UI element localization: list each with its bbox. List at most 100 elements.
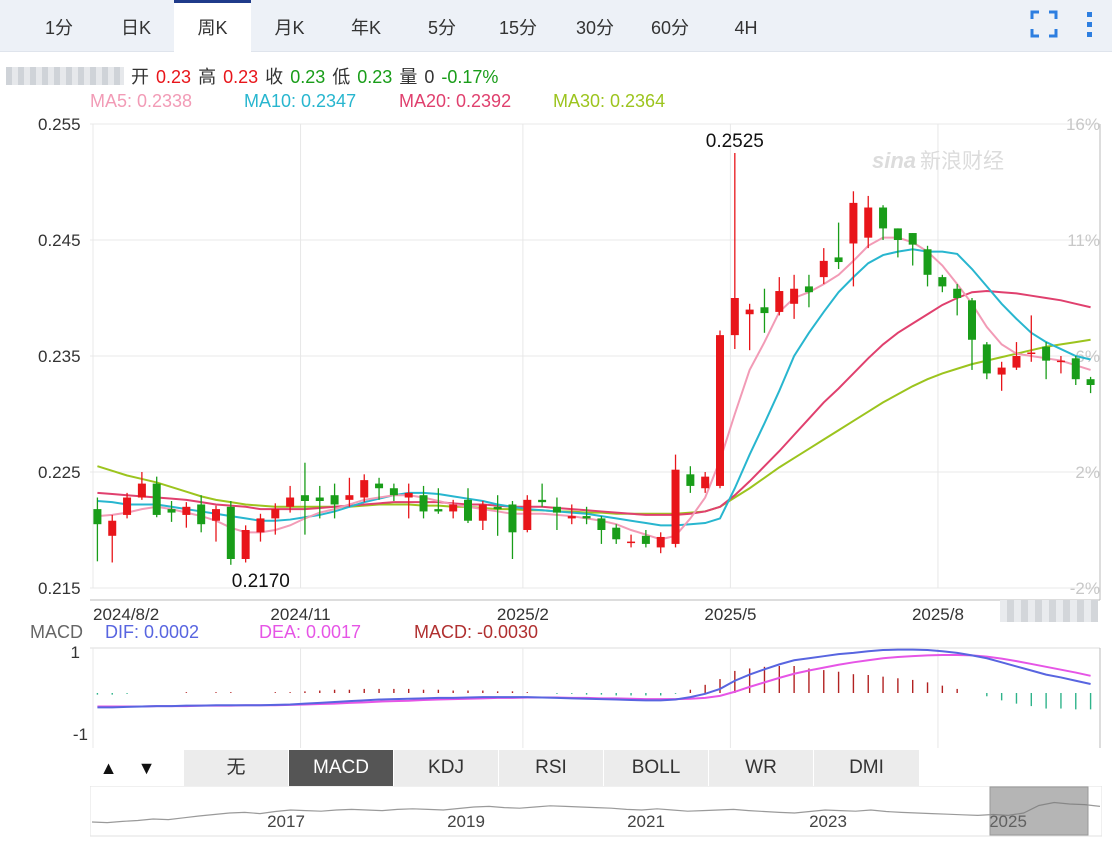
period-tab-bar: 1分 日K 周K 月K 年K 5分 15分 30分 60分 4H <box>0 0 1112 53</box>
tab-weekly-k[interactable]: 周K <box>174 0 251 53</box>
blur-cell <box>1056 600 1063 622</box>
candle-body <box>582 516 591 519</box>
watermark-text: 新浪财经 <box>920 150 1004 173</box>
tab-daily-k[interactable]: 日K <box>120 18 151 38</box>
y-tick-label: 0.255 <box>38 115 81 134</box>
indicator-none[interactable]: 无 <box>184 750 289 786</box>
macd-y-tick: -1 <box>73 725 88 744</box>
macd-value-legend: MACD: -0.0030 <box>414 622 539 642</box>
candle-body <box>1086 379 1095 385</box>
candle-body <box>968 300 976 340</box>
ma5-legend: MA5: 0.2338 <box>90 91 193 111</box>
candle-body <box>315 497 324 501</box>
y-tick-label: 0.215 <box>38 579 81 598</box>
more-vertical-icon[interactable] <box>1074 8 1106 40</box>
tab-30min[interactable]: 30分 <box>575 18 615 38</box>
indicator-rsi[interactable]: RSI <box>499 750 604 786</box>
candle-body <box>197 504 206 525</box>
candle-body <box>182 506 191 515</box>
fullscreen-icon[interactable] <box>1028 8 1060 40</box>
open-value: 0.23 <box>156 67 192 87</box>
blur-cell <box>1035 600 1042 622</box>
candle-body <box>716 335 724 486</box>
candle-body <box>656 536 665 548</box>
tab-4h[interactable]: 4H <box>734 18 758 38</box>
tab-15min[interactable]: 15分 <box>498 18 538 38</box>
candle-body <box>997 367 1006 375</box>
tab-1min[interactable]: 1分 <box>44 18 73 38</box>
blur-cell <box>1077 600 1084 622</box>
blur-cell <box>1049 600 1056 622</box>
candle-body <box>137 483 146 498</box>
blur-cell <box>1084 600 1091 622</box>
candle-body <box>641 535 650 544</box>
candle-body <box>552 506 561 513</box>
ma20-legend: MA20: 0.2392 <box>399 91 512 111</box>
candle-body <box>686 474 695 486</box>
candle-body <box>612 527 621 540</box>
tab-60min[interactable]: 60分 <box>650 18 690 38</box>
navigator-year-label: 2023 <box>809 812 847 831</box>
indicator-kdj[interactable]: KDJ <box>394 750 499 786</box>
navigator-line <box>91 801 1101 824</box>
macd-chart[interactable]: 1 -1 <box>0 642 1112 748</box>
tab-5min[interactable]: 5分 <box>427 18 456 38</box>
indicator-boll[interactable]: BOLL <box>604 750 709 786</box>
blur-cell <box>1014 600 1021 622</box>
candle-body <box>523 499 532 530</box>
navigator-selection-window <box>989 786 1089 836</box>
pct-tick-label: 6% <box>1075 347 1100 366</box>
max-price-annotation: 0.2525 <box>706 131 764 152</box>
blur-cell <box>1021 600 1028 622</box>
volume-label: 量 <box>399 67 418 87</box>
blurred-stock-name <box>6 67 124 85</box>
ma30-line <box>97 338 1091 515</box>
x-tick-label: 2024/8/2 <box>93 605 159 624</box>
navigator-year-label: 2019 <box>447 812 485 831</box>
close-value: 0.23 <box>290 67 326 87</box>
candle-body <box>760 307 769 314</box>
tab-yearly-k[interactable]: 年K <box>350 18 381 38</box>
blur-cell <box>1070 600 1077 622</box>
candle-body <box>330 495 339 505</box>
candle-body <box>775 291 784 312</box>
scroll-up-button[interactable]: ▲ <box>90 750 128 786</box>
scroll-down-button[interactable]: ▼ <box>128 750 166 786</box>
candle-body <box>1056 360 1065 363</box>
pct-tick-label: -2% <box>1070 579 1100 598</box>
indicator-selector: ▲ ▼ 无 MACD KDJ RSI BOLL WR DMI <box>90 750 1102 786</box>
pct-tick-label: 2% <box>1075 463 1100 482</box>
candle-body <box>567 516 576 519</box>
indicator-wr[interactable]: WR <box>709 750 814 786</box>
candle-body <box>627 541 636 544</box>
quote-row: 开 0.23 高 0.23 收 0.23 低 0.23 量 0 -0.17% <box>0 63 500 87</box>
candle-body <box>701 476 710 489</box>
candle-body <box>167 509 176 513</box>
range-navigator[interactable]: 20172019202120232025 <box>90 786 1102 838</box>
x-tick-label: 2025/8 <box>912 605 964 624</box>
candle-body <box>864 207 873 238</box>
candle-body <box>300 495 309 501</box>
blur-cell <box>1007 600 1014 622</box>
candle-body <box>493 506 502 510</box>
tab-monthly-k[interactable]: 月K <box>274 18 305 38</box>
candle-body <box>271 509 280 519</box>
y-tick-label: 0.225 <box>38 463 81 482</box>
candle-body <box>286 497 295 507</box>
candle-body <box>226 506 235 559</box>
candle-body <box>879 207 888 229</box>
indicator-dmi[interactable]: DMI <box>814 750 920 786</box>
candle-body <box>464 499 472 521</box>
x-tick-label: 2025/5 <box>704 605 756 624</box>
indicator-macd[interactable]: MACD <box>289 750 394 786</box>
close-label: 收 <box>265 67 284 87</box>
candlestick-chart[interactable]: 0.255 0.245 0.235 0.225 0.215 16% 11% 6% 2% -2% 20… <box>0 110 1112 625</box>
candle-body <box>849 202 858 244</box>
low-value: 0.23 <box>357 67 393 87</box>
blurred-date-marker <box>1000 600 1098 622</box>
volume-value: 0 <box>424 67 435 87</box>
open-label: 开 <box>131 67 150 87</box>
candle-body <box>1027 352 1036 355</box>
navigator-frame <box>90 786 1102 837</box>
ma10-legend: MA10: 0.2347 <box>244 91 357 111</box>
